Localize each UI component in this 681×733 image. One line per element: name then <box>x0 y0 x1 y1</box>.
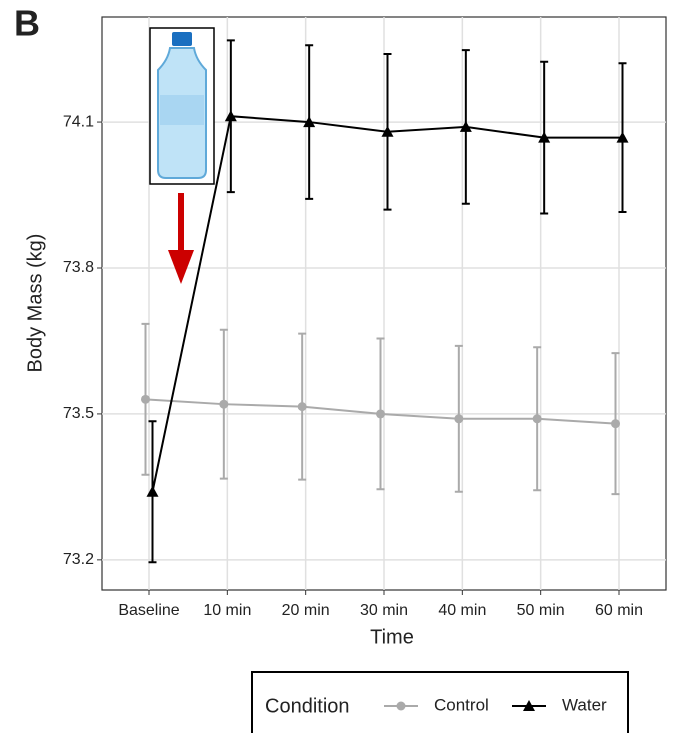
legend-label: Control <box>434 695 489 714</box>
y-tick-label: 73.2 <box>63 551 94 568</box>
y-tick-label: 73.8 <box>63 259 94 276</box>
y-tick-label: 73.5 <box>63 405 94 422</box>
point <box>616 131 629 143</box>
point <box>381 125 394 137</box>
point <box>611 419 620 429</box>
point <box>459 120 472 132</box>
bottle-icon <box>149 27 215 185</box>
x-tick-label: Baseline <box>118 602 179 619</box>
point <box>219 399 229 409</box>
x-axis-title: Time <box>370 626 414 648</box>
legend-label: Water <box>562 695 607 714</box>
point <box>532 414 542 424</box>
legend-marker <box>396 701 406 711</box>
panel-label: B <box>14 3 40 44</box>
x-tick-label: 20 min <box>282 602 330 619</box>
point <box>454 414 464 424</box>
x-tick-label: 40 min <box>438 602 486 619</box>
legend: Control Water <box>384 695 607 714</box>
point <box>297 402 307 412</box>
legend-marker <box>523 700 535 711</box>
legend-box <box>251 671 629 733</box>
y-axis-title: Body Mass (kg) <box>24 234 46 373</box>
point <box>303 116 316 128</box>
point <box>146 485 159 497</box>
marks <box>141 39 629 564</box>
point <box>141 394 150 404</box>
x-tick-label: 30 min <box>360 602 408 619</box>
x-tick-label: 50 min <box>517 602 565 619</box>
x-tick-label: 10 min <box>203 602 251 619</box>
point <box>538 131 551 143</box>
point <box>224 110 237 122</box>
arrow <box>168 193 194 284</box>
legend-title: Condition <box>265 695 350 717</box>
y-tick-label: 74.1 <box>63 113 94 130</box>
point <box>376 409 385 419</box>
x-tick-label: 60 min <box>595 602 643 619</box>
